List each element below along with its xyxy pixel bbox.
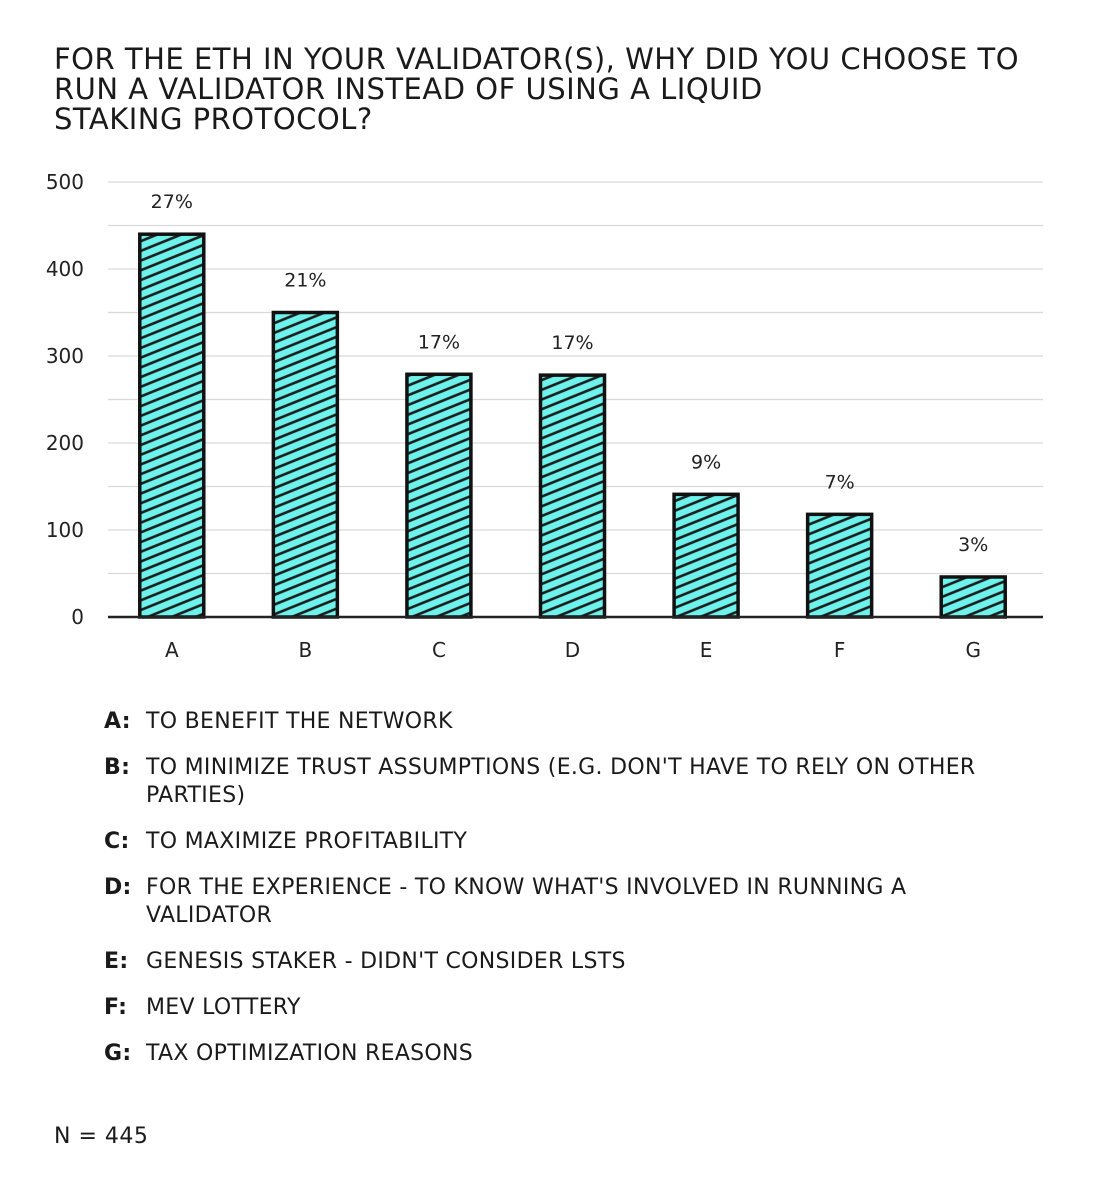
bar xyxy=(805,512,874,619)
x-tick-label: C xyxy=(432,638,446,662)
legend-key: G: xyxy=(104,1041,132,1066)
legend-text: FOR THE EXPERIENCE - TO KNOW WHAT'S INVO… xyxy=(146,875,907,928)
legend-item: C: TO MAXIMIZE PROFITABILITY xyxy=(104,828,1024,856)
y-tick-label: 100 xyxy=(46,518,84,542)
legend-text: TO MINIMIZE TRUST ASSUMPTIONS (E.G. DON'… xyxy=(146,755,976,808)
bars xyxy=(138,232,1007,619)
legend-key: B: xyxy=(104,755,131,780)
x-tick-label: E xyxy=(700,638,713,662)
legend-key: A: xyxy=(104,709,131,734)
data-label: 21% xyxy=(284,270,326,292)
legend-text: TO BENEFIT THE NETWORK xyxy=(146,709,453,734)
y-tick-label: 300 xyxy=(46,344,84,368)
x-tick-label: A xyxy=(165,638,179,662)
bar xyxy=(271,310,340,619)
bar xyxy=(672,492,740,619)
y-tick-label: 200 xyxy=(46,431,84,455)
data-label: 17% xyxy=(418,331,460,353)
legend: A: TO BENEFIT THE NETWORK B: TO MINIMIZE… xyxy=(104,708,1024,1086)
data-label: 27% xyxy=(151,191,193,213)
chart-title-line: FOR THE ETH IN YOUR VALIDATOR(S), WHY DI… xyxy=(54,42,1020,76)
x-tick-label: B xyxy=(298,638,312,662)
y-tick-label: 400 xyxy=(46,257,84,281)
x-tick-label: D xyxy=(565,638,580,662)
data-labels: 27% 21% 17% 17% 9% 7% 3% xyxy=(151,191,989,556)
legend-key: E: xyxy=(104,949,129,974)
x-axis-ticks: A B C D E F G xyxy=(165,638,981,662)
legend-item: D: FOR THE EXPERIENCE - TO KNOW WHAT'S I… xyxy=(104,874,1024,930)
data-label: 3% xyxy=(958,534,988,556)
bar-chart: 0 100 200 300 400 500 27% 21% 17% 17% 9% 7% 3% A B C D… xyxy=(46,170,1043,662)
y-tick-label: 500 xyxy=(46,170,84,194)
legend-text: GENESIS STAKER - DIDN'T CONSIDER LSTS xyxy=(146,949,626,974)
x-tick-label: G xyxy=(965,638,981,662)
chart-title: FOR THE ETH IN YOUR VALIDATOR(S), WHY DI… xyxy=(54,44,1064,134)
legend-item: G: TAX OPTIMIZATION REASONS xyxy=(104,1040,1024,1068)
data-label: 7% xyxy=(825,471,855,493)
bar xyxy=(138,232,206,619)
sample-size-note: N = 445 xyxy=(54,1124,149,1149)
legend-key: D: xyxy=(104,875,132,900)
legend-text: MEV LOTTERY xyxy=(146,995,301,1020)
legend-item: B: TO MINIMIZE TRUST ASSUMPTIONS (E.G. D… xyxy=(104,754,1024,810)
legend-item: E: GENESIS STAKER - DIDN'T CONSIDER LSTS xyxy=(104,948,1024,976)
legend-item: F: MEV LOTTERY xyxy=(104,994,1024,1022)
bar xyxy=(405,372,473,619)
bar xyxy=(538,373,607,619)
chart-title-line: STAKING PROTOCOL? xyxy=(54,102,373,136)
legend-text: TO MAXIMIZE PROFITABILITY xyxy=(146,829,468,854)
legend-key: F: xyxy=(104,995,128,1020)
y-tick-label: 0 xyxy=(71,605,84,629)
data-label: 17% xyxy=(551,332,593,354)
data-label: 9% xyxy=(691,451,721,473)
y-axis-ticks: 0 100 200 300 400 500 xyxy=(46,170,84,629)
x-tick-label: F xyxy=(834,638,846,662)
legend-item: A: TO BENEFIT THE NETWORK xyxy=(104,708,1024,736)
legend-text: TAX OPTIMIZATION REASONS xyxy=(146,1041,474,1066)
bar xyxy=(939,575,1007,619)
chart-title-line: RUN A VALIDATOR INSTEAD OF USING A LIQUI… xyxy=(54,72,763,106)
legend-key: C: xyxy=(104,829,130,854)
